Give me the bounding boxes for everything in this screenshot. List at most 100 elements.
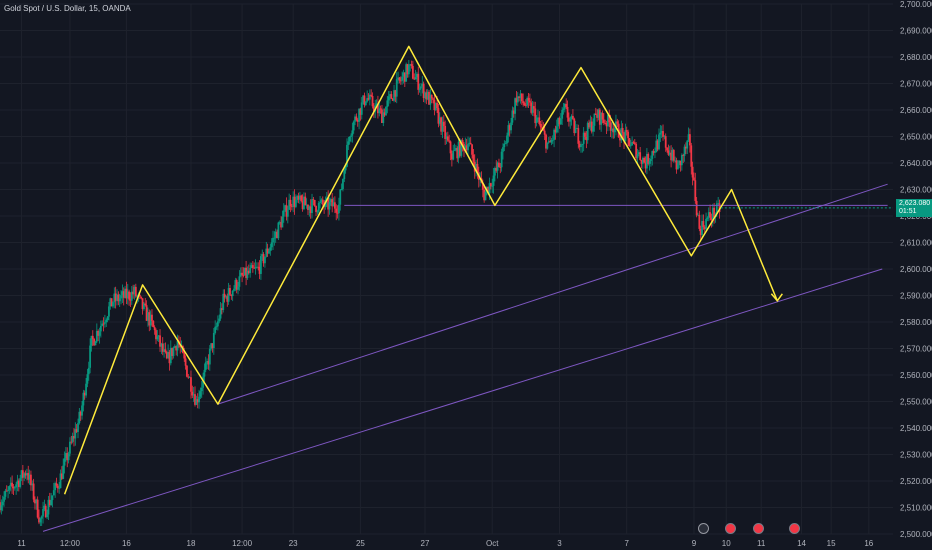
candle-body <box>656 140 659 150</box>
candle-body <box>528 100 531 103</box>
candle-body <box>562 108 565 110</box>
candle-body <box>717 203 720 205</box>
candle-body <box>342 178 344 190</box>
candle-body <box>191 391 194 396</box>
candle-body <box>433 99 436 111</box>
candle-body <box>9 482 12 487</box>
candle-body <box>28 474 31 480</box>
candle-body <box>438 117 441 124</box>
candle-body <box>250 265 253 269</box>
candle-body <box>414 77 417 80</box>
candle-body <box>34 499 36 504</box>
candle-body <box>229 288 231 295</box>
candle-body <box>401 76 404 81</box>
candle-body <box>307 204 309 210</box>
candle-body <box>602 119 605 123</box>
candle-body <box>383 112 386 116</box>
candle-body <box>69 441 71 454</box>
candle-body <box>658 134 660 150</box>
y-tick-label: 2,630.000 <box>900 186 932 195</box>
candle-body <box>148 312 151 326</box>
candle-body <box>79 411 82 416</box>
news-flag-icon[interactable] <box>753 523 764 534</box>
candle-body <box>105 320 108 323</box>
candle-body <box>241 272 243 275</box>
candle-body <box>362 95 365 103</box>
candle-body <box>636 154 639 159</box>
candle-body <box>464 145 467 151</box>
candle-body <box>124 288 126 298</box>
candle-body <box>303 196 305 210</box>
candle-body <box>257 266 260 268</box>
candle-body <box>54 483 57 491</box>
candle-body <box>15 484 18 488</box>
candle-body <box>317 202 320 212</box>
lightning-icon[interactable] <box>698 523 709 534</box>
candle-body <box>91 335 94 339</box>
candle-body <box>163 349 165 352</box>
candle-body <box>117 294 120 302</box>
candle-body <box>440 117 443 132</box>
time-axis: 11 12:00 16 18 12:00 23 25 27 Oct 3 7 9 10 11 14 15 16 <box>17 539 873 548</box>
candle-body <box>172 347 175 356</box>
candle-body <box>605 123 608 127</box>
candle-body <box>580 144 582 148</box>
candle-body <box>710 217 713 221</box>
candle-body <box>457 141 460 159</box>
candle-body <box>695 200 698 216</box>
candle-body <box>393 90 395 101</box>
candle-body <box>309 206 312 214</box>
candle-body <box>395 79 398 97</box>
y-tick-label: 2,650.000 <box>900 133 932 142</box>
candle-body <box>286 209 289 217</box>
candle-body <box>550 140 553 143</box>
candle-body <box>671 150 674 161</box>
candle-body <box>242 274 245 276</box>
candle-body <box>186 365 188 377</box>
candle-body <box>367 98 370 100</box>
candle-body <box>409 64 412 65</box>
candle-body <box>690 145 693 167</box>
candle-body <box>7 489 9 491</box>
candle-body <box>424 92 426 99</box>
candle-body <box>273 237 276 239</box>
candle-body <box>385 106 387 116</box>
candle-body <box>612 128 615 133</box>
candle-body <box>141 298 144 310</box>
y-tick-label: 2,500.000 <box>900 530 932 539</box>
candle-body <box>155 330 157 340</box>
candle-body <box>510 122 512 131</box>
news-flag-icon[interactable] <box>725 523 736 534</box>
candle-body <box>249 268 252 274</box>
candle-body <box>21 470 24 478</box>
candle-body <box>243 267 246 276</box>
candle-body <box>623 132 625 142</box>
candle-body <box>296 196 299 200</box>
candle-body <box>219 308 222 319</box>
candle-body <box>643 157 646 163</box>
candle-body <box>320 199 323 202</box>
candle-body <box>590 121 593 132</box>
candle-body <box>266 248 269 254</box>
candle-body <box>514 98 516 114</box>
candle-body <box>50 500 53 506</box>
candle-body <box>472 154 475 162</box>
candle-body <box>44 505 47 518</box>
news-flag-icon[interactable] <box>789 523 800 534</box>
candle-body <box>27 473 30 480</box>
candle-body <box>35 499 38 504</box>
candle-body <box>531 106 534 113</box>
candle-body <box>601 112 604 120</box>
candle-body <box>621 127 624 133</box>
candle-body <box>402 72 405 77</box>
y-tick-label: 2,660.000 <box>900 106 932 115</box>
candle-body <box>624 130 627 142</box>
candle-body <box>516 96 519 103</box>
candle-body <box>136 296 139 298</box>
candle-body <box>693 177 695 181</box>
candle-body <box>346 144 348 167</box>
y-tick-label: 2,580.000 <box>900 318 932 327</box>
candle-body <box>214 326 217 333</box>
candle-body <box>211 343 214 349</box>
